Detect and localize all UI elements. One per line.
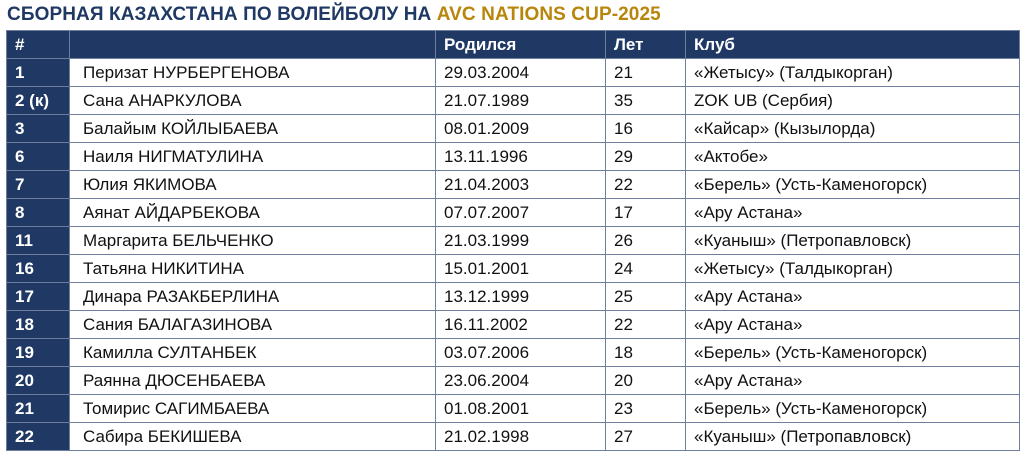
player-name: Аянат АЙДАРБЕКОВА bbox=[69, 198, 436, 227]
table-row: 11 Маргарита БЕЛЬЧЕНКО 21.03.1999 26 «Куаныш… bbox=[6, 226, 1020, 255]
header-number: # bbox=[6, 30, 70, 59]
player-name: Томирис САГИМБАЕВА bbox=[69, 394, 436, 423]
player-age: 20 bbox=[605, 366, 686, 395]
player-number: 8 bbox=[6, 198, 70, 227]
title-main: СБОРНАЯ КАЗАХСТАНА ПО ВОЛЕЙБОЛУ НА bbox=[7, 4, 437, 25]
player-number: 3 bbox=[6, 114, 70, 143]
table-row: 21 Томирис САГИМБАЕВА 01.08.2001 23 «Берель»… bbox=[6, 394, 1020, 423]
player-club: ZOK UB (Сербия) bbox=[685, 86, 1020, 115]
player-name: Камилла СУЛТАНБЕК bbox=[69, 338, 436, 367]
table-row: 20 Раянна ДЮСЕНБАЕВА 23.06.2004 20 «Ару Аста… bbox=[6, 366, 1020, 395]
player-club: «Куаныш» (Петропавловск) bbox=[685, 422, 1020, 451]
player-number: 2 (к) bbox=[6, 86, 70, 115]
player-age: 24 bbox=[605, 254, 686, 283]
player-number: 19 bbox=[6, 338, 70, 367]
player-birthdate: 21.07.1989 bbox=[435, 86, 606, 115]
player-club: «Берель» (Усть-Каменогорск) bbox=[685, 170, 1020, 199]
player-age: 26 bbox=[605, 226, 686, 255]
player-name: Сабира БЕКИШЕВА bbox=[69, 422, 436, 451]
player-club: «Жетысу» (Талдыкорган) bbox=[685, 58, 1020, 87]
player-number: 7 bbox=[6, 170, 70, 199]
header-club: Клуб bbox=[685, 30, 1020, 59]
player-club: «Актобе» bbox=[685, 142, 1020, 171]
player-club: «Берель» (Усть-Каменогорск) bbox=[685, 394, 1020, 423]
player-age: 16 bbox=[605, 114, 686, 143]
player-name: Перизат НУРБЕРГЕНОВА bbox=[69, 58, 436, 87]
player-club: «Ару Астана» bbox=[685, 282, 1020, 311]
player-number: 17 bbox=[6, 282, 70, 311]
player-age: 22 bbox=[605, 170, 686, 199]
player-birthdate: 29.03.2004 bbox=[435, 58, 606, 87]
title-accent: AVC NATIONS CUP-2025 bbox=[436, 4, 661, 25]
player-number: 20 bbox=[6, 366, 70, 395]
player-age: 18 bbox=[605, 338, 686, 367]
player-club: «Ару Астана» bbox=[685, 366, 1020, 395]
player-club: «Ару Астана» bbox=[685, 310, 1020, 339]
player-number: 16 bbox=[6, 254, 70, 283]
player-name: Сана АНАРКУЛОВА bbox=[69, 86, 436, 115]
player-name: Балайым КОЙЛЫБАЕВА bbox=[69, 114, 436, 143]
table-row: 3 Балайым КОЙЛЫБАЕВА 08.01.2009 16 «Кайсар» … bbox=[6, 114, 1020, 143]
player-club: «Кайсар» (Кызылорда) bbox=[685, 114, 1020, 143]
player-birthdate: 23.06.2004 bbox=[435, 366, 606, 395]
table-row: 22 Сабира БЕКИШЕВА 21.02.1998 27 «Куаныш» (П… bbox=[6, 422, 1020, 451]
player-age: 21 bbox=[605, 58, 686, 87]
header-age: Лет bbox=[605, 30, 686, 59]
player-club: «Куаныш» (Петропавловск) bbox=[685, 226, 1020, 255]
table-row: 7 Юлия ЯКИМОВА 21.04.2003 22 «Берель» (Усть-… bbox=[6, 170, 1020, 199]
player-name: Татьяна НИКИТИНА bbox=[69, 254, 436, 283]
player-age: 23 bbox=[605, 394, 686, 423]
table-row: 6 Наиля НИГМАТУЛИНА 13.11.1996 29 «Актобе» bbox=[6, 142, 1020, 171]
player-age: 25 bbox=[605, 282, 686, 311]
table-row: 8 Аянат АЙДАРБЕКОВА 07.07.2007 17 «Ару Астан… bbox=[6, 198, 1020, 227]
player-birthdate: 13.12.1999 bbox=[435, 282, 606, 311]
player-name: Маргарита БЕЛЬЧЕНКО bbox=[69, 226, 436, 255]
table-header-row: # Родился Лет Клуб bbox=[6, 30, 1020, 59]
player-age: 35 bbox=[605, 86, 686, 115]
table-row: 17 Динара РАЗАКБЕРЛИНА 13.12.1999 25 «Ару Ас… bbox=[6, 282, 1020, 311]
header-name bbox=[69, 30, 436, 59]
player-number: 22 bbox=[6, 422, 70, 451]
player-name: Сания БАЛАГАЗИНОВА bbox=[69, 310, 436, 339]
player-number: 11 bbox=[6, 226, 70, 255]
roster-table: # Родился Лет Клуб 1 Перизат НУРБЕРГЕНОВА… bbox=[6, 30, 1020, 451]
player-age: 29 bbox=[605, 142, 686, 171]
player-number: 6 bbox=[6, 142, 70, 171]
player-club: «Берель» (Усть-Каменогорск) bbox=[685, 338, 1020, 367]
header-born: Родился bbox=[435, 30, 606, 59]
player-birthdate: 13.11.1996 bbox=[435, 142, 606, 171]
player-age: 17 bbox=[605, 198, 686, 227]
player-club: «Жетысу» (Талдыкорган) bbox=[685, 254, 1020, 283]
table-row: 1 Перизат НУРБЕРГЕНОВА 29.03.2004 21 «Жетысу… bbox=[6, 58, 1020, 87]
player-age: 22 bbox=[605, 310, 686, 339]
player-name: Наиля НИГМАТУЛИНА bbox=[69, 142, 436, 171]
player-club: «Ару Астана» bbox=[685, 198, 1020, 227]
player-birthdate: 21.04.2003 bbox=[435, 170, 606, 199]
player-number: 1 bbox=[6, 58, 70, 87]
table-row: 19 Камилла СУЛТАНБЕК 03.07.2006 18 «Берель» … bbox=[6, 338, 1020, 367]
player-name: Динара РАЗАКБЕРЛИНА bbox=[69, 282, 436, 311]
table-row: 16 Татьяна НИКИТИНА 15.01.2001 24 «Жетысу» (… bbox=[6, 254, 1020, 283]
player-number: 21 bbox=[6, 394, 70, 423]
player-birthdate: 01.08.2001 bbox=[435, 394, 606, 423]
page-title: СБОРНАЯ КАЗАХСТАНА ПО ВОЛЕЙБОЛУ НА AVC N… bbox=[7, 2, 661, 28]
player-name: Раянна ДЮСЕНБАЕВА bbox=[69, 366, 436, 395]
player-birthdate: 03.07.2006 bbox=[435, 338, 606, 367]
player-birthdate: 15.01.2001 bbox=[435, 254, 606, 283]
player-name: Юлия ЯКИМОВА bbox=[69, 170, 436, 199]
player-birthdate: 07.07.2007 bbox=[435, 198, 606, 227]
player-birthdate: 21.02.1998 bbox=[435, 422, 606, 451]
player-birthdate: 16.11.2002 bbox=[435, 310, 606, 339]
table-row: 18 Сания БАЛАГАЗИНОВА 16.11.2002 22 «Ару Аст… bbox=[6, 310, 1020, 339]
player-birthdate: 21.03.1999 bbox=[435, 226, 606, 255]
player-number: 18 bbox=[6, 310, 70, 339]
player-age: 27 bbox=[605, 422, 686, 451]
table-row: 2 (к) Сана АНАРКУЛОВА 21.07.1989 35 ZOK UB (… bbox=[6, 86, 1020, 115]
player-birthdate: 08.01.2009 bbox=[435, 114, 606, 143]
